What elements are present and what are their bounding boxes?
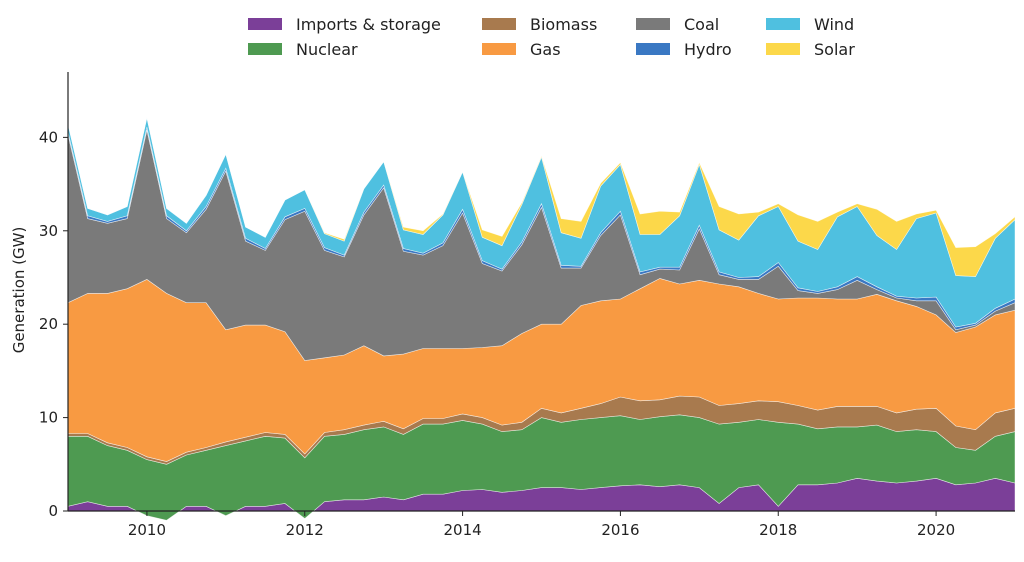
- legend-label: Hydro: [684, 39, 732, 59]
- y-axis-label: Generation (GW): [10, 227, 28, 354]
- x-tick-label: 2018: [759, 521, 797, 539]
- legend-swatch: [636, 18, 670, 30]
- y-ticks: 0 10 20 30 40: [39, 128, 68, 520]
- legend-label: Gas: [530, 39, 561, 59]
- legend-swatch: [482, 18, 516, 30]
- legend-item-wind: Wind: [766, 12, 854, 36]
- legend-swatch: [248, 18, 282, 30]
- legend-label: Biomass: [530, 14, 598, 34]
- legend-swatch: [482, 43, 516, 55]
- y-tick-label: 40: [39, 128, 58, 146]
- legend-swatch: [248, 43, 282, 55]
- y-tick-label: 10: [39, 409, 58, 427]
- legend-label: Imports & storage: [296, 14, 441, 34]
- y-tick-label: 30: [39, 222, 58, 240]
- legend-item-hydro: Hydro: [636, 37, 732, 61]
- legend-item-solar: Solar: [766, 37, 855, 61]
- legend-item-biomass: Biomass: [482, 12, 597, 36]
- legend-swatch: [636, 43, 670, 55]
- x-tick-label: 2016: [601, 521, 639, 539]
- y-tick-label: 20: [39, 315, 58, 333]
- legend-label: Nuclear: [296, 39, 358, 59]
- legend-item-nuclear: Nuclear: [248, 37, 358, 61]
- x-ticks: 2010 2012 2014 2016 2018 2020: [128, 511, 955, 539]
- legend: Imports & storage Nuclear Biomass Gas Coal Hy…: [248, 12, 908, 66]
- legend-item-imports-storage: Imports & storage: [248, 12, 441, 36]
- legend-label: Coal: [684, 14, 720, 34]
- x-tick-label: 2020: [917, 521, 955, 539]
- x-tick-label: 2012: [286, 521, 324, 539]
- x-tick-label: 2010: [128, 521, 166, 539]
- legend-swatch: [766, 18, 800, 30]
- y-tick-label: 0: [48, 502, 58, 520]
- x-tick-label: 2014: [443, 521, 481, 539]
- legend-label: Wind: [814, 14, 855, 34]
- legend-label: Solar: [814, 39, 855, 59]
- legend-item-gas: Gas: [482, 37, 561, 61]
- legend-swatch: [766, 43, 800, 55]
- axes: 2010 2012 2014 2016 2018 2020 0 10 20 30 40 Gener…: [10, 72, 1015, 539]
- legend-item-coal: Coal: [636, 12, 719, 36]
- area-series-solar: [67, 117, 1016, 277]
- area-layers: [67, 117, 1016, 521]
